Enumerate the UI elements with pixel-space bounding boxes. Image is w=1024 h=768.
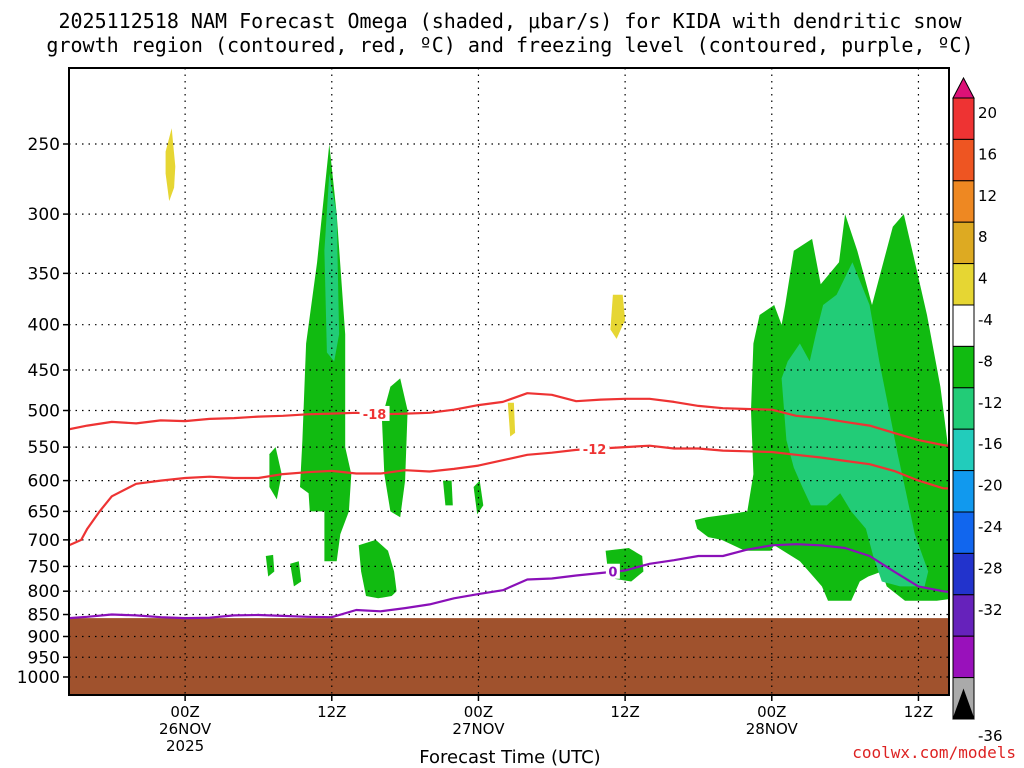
colorbar-band-1 xyxy=(952,97,975,140)
colorbar-band-12 xyxy=(952,552,975,596)
colorbar-band-5 xyxy=(952,263,975,306)
omega-region--4-6 xyxy=(443,480,453,506)
colorbar-label-1: 16 xyxy=(978,145,997,163)
y-tick-900: 900 xyxy=(28,627,60,647)
omega-region--4-1 xyxy=(358,539,397,599)
colorbar-band-13 xyxy=(952,594,975,637)
contour-label-bg-0 xyxy=(359,405,390,421)
credit-text: coolwx.com/models xyxy=(852,743,1016,762)
omega-shading xyxy=(69,128,949,695)
positive-omega-region-2 xyxy=(507,402,516,437)
y-tick-500: 500 xyxy=(28,402,60,422)
contour-label-bg-2 xyxy=(605,563,620,579)
x-tick-24-line-0: 00Z xyxy=(464,703,493,721)
grid-lines xyxy=(69,68,949,695)
positive-omega-region-0 xyxy=(165,128,176,202)
colorbar-band-2 xyxy=(952,138,975,182)
x-tick-0-line-2: 2025 xyxy=(166,737,204,755)
colorbar-band-6 xyxy=(952,304,975,347)
colorbar-label-6: -8 xyxy=(978,352,993,370)
colorbar-band-10 xyxy=(952,470,975,513)
y-axis-ticks: 2503003504004505005506006507007508008509… xyxy=(17,135,69,688)
omega-region--4-0 xyxy=(300,144,352,562)
y-tick-600: 600 xyxy=(28,472,60,492)
y-tick-850: 850 xyxy=(28,606,60,626)
y-tick-450: 450 xyxy=(28,361,60,381)
x-tick-12-line-0: 12Z xyxy=(317,703,346,721)
y-tick-750: 750 xyxy=(28,557,60,577)
plot-area: -18 -12 0 xyxy=(69,68,949,695)
x-axis-ticks: 00Z26NOV202512Z00Z27NOV12Z00Z28NOV12Z00Z… xyxy=(159,695,933,755)
contour-label-2: 0 xyxy=(608,566,617,581)
positive-omega-region-1 xyxy=(610,294,626,339)
x-tick-48-line-1: 28NOV xyxy=(746,720,799,738)
colorbar-label-0: 20 xyxy=(978,104,997,122)
omega-region--4-3 xyxy=(269,447,282,500)
contour-0 xyxy=(69,392,949,447)
colorbar-label-11: -28 xyxy=(978,559,1003,577)
y-tick-350: 350 xyxy=(28,264,60,284)
colorbar-label-3: 8 xyxy=(978,228,988,246)
colorbar-top-arrow xyxy=(952,76,975,99)
colorbar-bottom-arrow xyxy=(952,688,975,720)
colorbar-label-10: -24 xyxy=(978,518,1003,536)
colorbar-label-12: -32 xyxy=(978,601,1003,619)
colorbar: 20 16 12 8 4 -4 -8 -12 -16 -20 -24 -28 -32 -36 xyxy=(952,76,1003,745)
omega-region--4-4 xyxy=(265,554,275,577)
x-tick-60-line-0: 12Z xyxy=(904,703,933,721)
y-tick-700: 700 xyxy=(28,531,60,551)
omega-region--8-13 xyxy=(324,173,340,362)
colorbar-label-8: -16 xyxy=(978,435,1003,453)
terrain-below-ground xyxy=(69,618,949,695)
colorbar-label-2: 12 xyxy=(978,187,997,205)
colorbar-band-7 xyxy=(952,345,975,389)
x-tick-0-line-0: 00Z xyxy=(170,703,199,721)
omega-region--4-5 xyxy=(290,561,302,587)
colorbar-label-4: 4 xyxy=(978,270,988,288)
x-tick-36-line-0: 12Z xyxy=(610,703,639,721)
x-axis-label: Forecast Time (UTC) xyxy=(419,747,600,768)
y-tick-950: 950 xyxy=(28,648,60,668)
contour-label-bg-1 xyxy=(579,440,610,456)
plot-frame xyxy=(68,67,950,696)
contour-label-0: -18 xyxy=(363,408,387,423)
y-tick-800: 800 xyxy=(28,582,60,602)
colorbar-label-13: -36 xyxy=(978,727,1003,745)
colorbar-band-14 xyxy=(952,635,975,679)
colorbar-label-7: -12 xyxy=(978,394,1003,412)
colorbar-band-4 xyxy=(952,221,975,265)
y-tick-1000: 1000 xyxy=(17,668,60,688)
contour-label-1: -12 xyxy=(583,443,607,458)
colorbar-band-8 xyxy=(952,387,975,430)
y-tick-550: 550 xyxy=(28,438,60,458)
colorbar-band-9 xyxy=(952,428,975,472)
colorbar-band-3 xyxy=(952,180,975,223)
chart-title-line-2: growth region (contoured, red, ºC) and f… xyxy=(46,33,973,57)
colorbar-label-9: -20 xyxy=(978,477,1003,495)
chart-title-line-1: 2025112518 NAM Forecast Omega (shaded, μ… xyxy=(58,9,962,33)
colorbar-label-5: -4 xyxy=(978,311,993,329)
x-tick-24-line-1: 27NOV xyxy=(452,720,505,738)
colorbar-band-11 xyxy=(952,511,975,554)
y-tick-300: 300 xyxy=(28,205,60,225)
x-tick-48-line-0: 00Z xyxy=(757,703,786,721)
x-tick-0-line-1: 26NOV xyxy=(159,720,212,738)
y-tick-250: 250 xyxy=(28,135,60,155)
y-tick-650: 650 xyxy=(28,502,60,522)
y-tick-400: 400 xyxy=(28,316,60,336)
contour-2 xyxy=(69,543,949,620)
contour-lines: -18 -12 0 xyxy=(69,392,949,620)
